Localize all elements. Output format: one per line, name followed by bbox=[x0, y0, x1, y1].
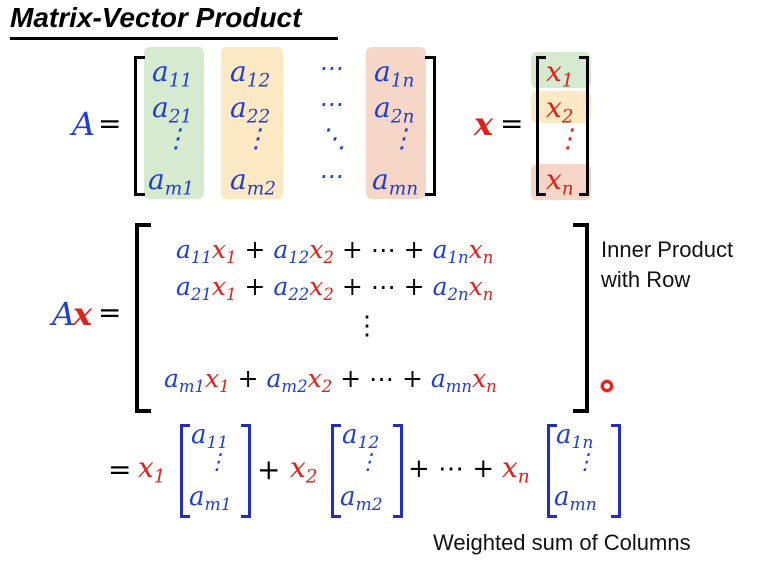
entry-x-vdots: ⋮ bbox=[555, 124, 581, 154]
entry-ddots: ⋱ bbox=[320, 124, 346, 154]
matrix-a-right-bracket bbox=[425, 56, 436, 196]
weight-x1: x1 bbox=[138, 451, 166, 488]
product-equals: = bbox=[98, 296, 122, 329]
vector-x-right-bracket bbox=[579, 56, 589, 196]
column-2-bottom: am2 bbox=[340, 482, 383, 516]
entry-a1n: a1n bbox=[374, 55, 415, 92]
plus-1: + bbox=[257, 453, 281, 486]
column-n-right-bracket bbox=[611, 424, 621, 518]
column-highlight-1 bbox=[144, 47, 204, 199]
entry-cdots-2: ⋯ bbox=[318, 90, 342, 118]
entry-amn: amn bbox=[372, 163, 419, 200]
entry-a12: a12 bbox=[230, 55, 271, 92]
product-row-2: a21x1 + a22x2 + ⋯ + a2nxn bbox=[176, 272, 494, 304]
entry-a2n: a2n bbox=[374, 91, 415, 128]
entry-a11: a11 bbox=[152, 55, 193, 92]
entry-a22: a22 bbox=[230, 91, 271, 128]
entry-x2: x2 bbox=[546, 91, 574, 128]
product-row-m: am1x1 + am2x2 + ⋯ + amnxn bbox=[164, 364, 497, 396]
entry-am2: am2 bbox=[230, 163, 276, 200]
vector-highlight-2 bbox=[531, 91, 591, 123]
vector-x-equals: = bbox=[500, 107, 524, 140]
product-row-vdots: ⋮ bbox=[354, 311, 380, 341]
entry-vdots-1: ⋮ bbox=[163, 124, 189, 154]
column-n-bottom: amn bbox=[554, 482, 597, 516]
weight-x2: x2 bbox=[290, 451, 318, 488]
product-left-bracket bbox=[135, 223, 151, 413]
entry-vdots-n: ⋮ bbox=[389, 124, 415, 154]
product-row-1: a11x1 + a12x2 + ⋯ + a1nxn bbox=[176, 235, 494, 267]
entry-x1: x1 bbox=[546, 55, 574, 92]
column-n-vdots: ⋮ bbox=[574, 450, 596, 475]
column-1-right-bracket bbox=[241, 424, 251, 518]
column-1-vdots: ⋮ bbox=[206, 450, 228, 475]
column-highlight-2 bbox=[221, 47, 283, 199]
inner-product-annotation-line2: with Row bbox=[601, 267, 691, 292]
vector-x-label: x bbox=[474, 105, 494, 143]
column-1-bottom: am1 bbox=[189, 482, 232, 516]
column-1-top: a11 bbox=[191, 420, 229, 454]
entry-a21: a21 bbox=[152, 91, 193, 128]
pointer-dot-icon bbox=[600, 379, 614, 393]
entry-xn: xn bbox=[546, 163, 574, 200]
product-x-label: x bbox=[73, 295, 93, 333]
entry-cdots-m: ⋯ bbox=[318, 162, 342, 190]
vector-x-left-bracket bbox=[536, 56, 546, 196]
entry-cdots-1: ⋯ bbox=[318, 54, 342, 82]
matrix-a-equals: = bbox=[98, 107, 122, 140]
entry-vdots-2: ⋮ bbox=[243, 124, 269, 154]
weight-xn: xn bbox=[502, 451, 530, 488]
column-1-left-bracket bbox=[180, 424, 190, 518]
column-sum-equals: = bbox=[108, 453, 132, 486]
title-underline bbox=[10, 37, 338, 40]
page-title: Matrix-Vector Product bbox=[10, 2, 302, 33]
inner-product-annotation-line1: Inner Product bbox=[601, 237, 734, 262]
plus-ellipsis: + ⋯ + bbox=[408, 454, 495, 484]
entry-am1: am1 bbox=[148, 163, 194, 200]
product-right-bracket bbox=[573, 223, 589, 413]
column-n-left-bracket bbox=[547, 424, 557, 518]
column-2-left-bracket bbox=[331, 424, 341, 518]
matrix-a-left-bracket bbox=[134, 56, 145, 196]
weighted-sum-annotation: Weighted sum of Columns bbox=[433, 530, 691, 555]
column-highlight-n bbox=[366, 47, 426, 199]
column-2-vdots: ⋮ bbox=[357, 450, 379, 475]
column-2-top: a12 bbox=[342, 420, 380, 454]
column-2-right-bracket bbox=[393, 424, 403, 518]
matrix-a-label: A bbox=[72, 105, 96, 143]
column-n-top: a1n bbox=[556, 420, 594, 454]
product-a-label: A bbox=[52, 295, 76, 333]
